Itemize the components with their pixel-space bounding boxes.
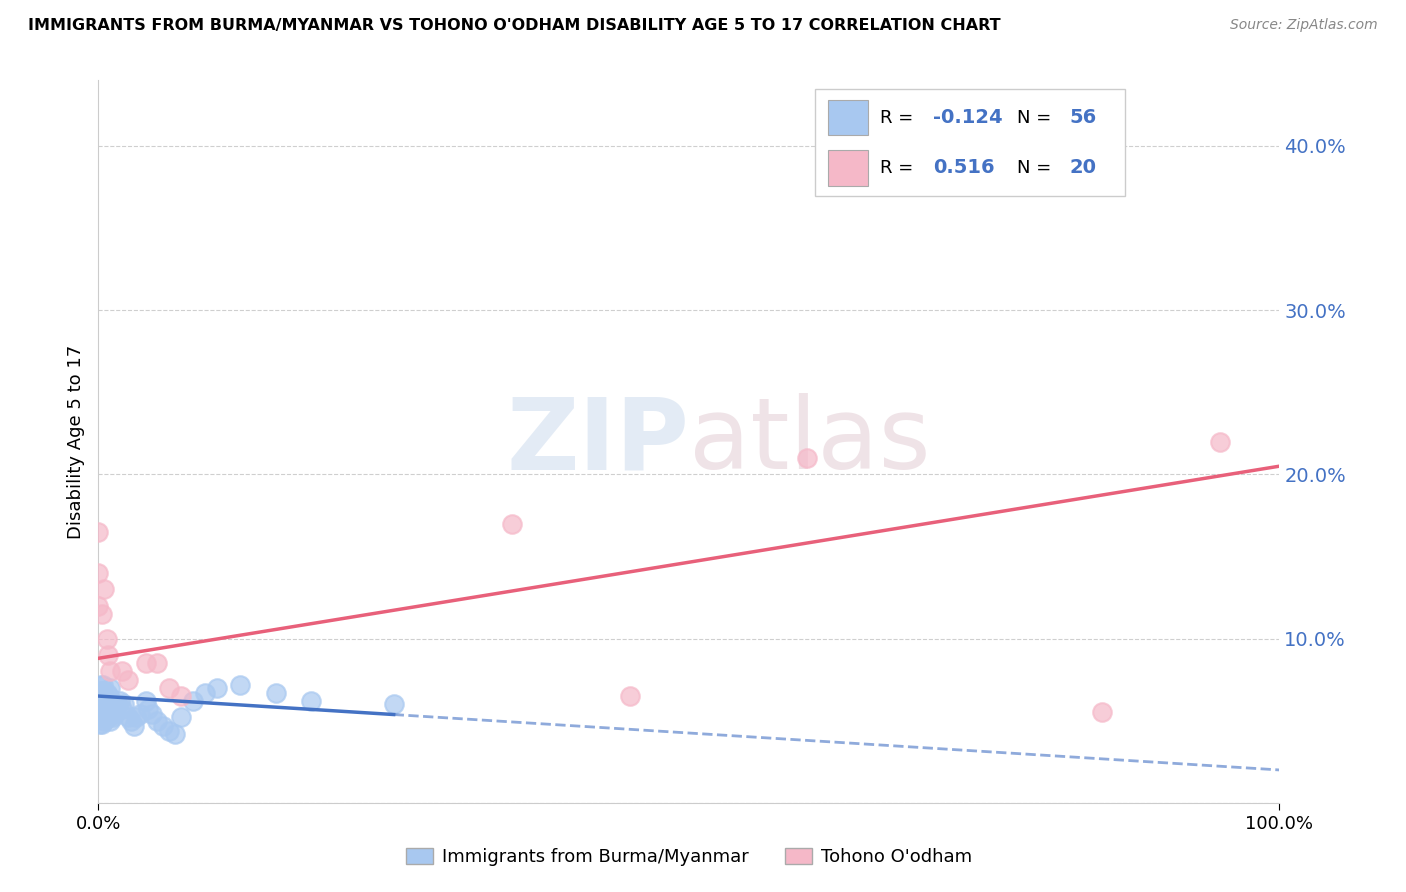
Point [91,677,114,691]
Point [97,694,120,708]
Point [87,566,110,580]
Point [135,694,157,708]
Point [117,710,139,724]
Point [125,710,148,724]
Point [122,718,145,732]
Point [264,686,287,700]
Point [98,706,121,720]
Text: IMMIGRANTS FROM BURMA/MYANMAR VS TOHONO O'ODHAM DISABILITY AGE 5 TO 17 CORRELATI: IMMIGRANTS FROM BURMA/MYANMAR VS TOHONO … [28,18,1001,33]
Point [94,690,117,705]
Point [87,524,110,539]
Point [97,648,120,662]
Point [105,698,128,712]
Point [91,684,114,698]
Point [112,698,135,712]
Point [98,714,121,728]
Point [973,139,995,153]
Text: Source: ZipAtlas.com: Source: ZipAtlas.com [1230,18,1378,32]
Point [108,694,131,708]
Point [98,689,121,703]
FancyBboxPatch shape [828,100,868,136]
Point [89,717,111,731]
Point [96,702,118,716]
Point [146,714,169,728]
Point [100,702,122,716]
FancyBboxPatch shape [815,89,1125,196]
Point [101,710,124,724]
Text: -0.124: -0.124 [934,108,1002,127]
Point [117,673,139,687]
Point [96,632,118,646]
Point [501,516,523,531]
Point [181,694,204,708]
Point [141,707,163,722]
Y-axis label: Disability Age 5 to 17: Disability Age 5 to 17 [66,344,84,539]
Point [93,698,115,712]
Point [165,727,187,741]
Point [91,717,114,731]
Point [111,702,134,716]
Point [96,686,118,700]
Point [93,714,115,728]
Point [136,702,159,716]
Text: R =: R = [880,159,920,177]
Point [98,665,121,679]
Point [170,689,193,703]
Point [205,681,228,695]
Point [619,689,641,703]
Text: N =: N = [1017,159,1056,177]
Point [229,677,252,691]
Point [87,706,110,720]
Point [90,694,112,708]
Point [121,714,143,728]
Text: 56: 56 [1069,108,1097,127]
Text: atlas: atlas [689,393,931,490]
Point [90,677,112,691]
Point [299,694,322,708]
Point [90,710,112,724]
Point [104,704,127,718]
Point [89,684,111,698]
Point [157,723,180,738]
Point [111,665,134,679]
Text: ZIP: ZIP [506,393,689,490]
Point [170,710,193,724]
Text: 0.516: 0.516 [934,159,994,178]
Point [146,657,169,671]
Point [796,450,818,465]
Point [94,707,117,722]
Text: 20: 20 [1069,159,1097,178]
Point [1091,706,1114,720]
Point [87,599,110,613]
Point [98,698,121,712]
Point [157,681,180,695]
Point [97,710,120,724]
Point [128,707,150,722]
Point [91,710,114,724]
FancyBboxPatch shape [828,150,868,186]
Point [1209,434,1232,449]
Text: N =: N = [1017,109,1056,127]
Point [93,582,115,597]
Point [87,689,110,703]
Point [91,607,114,621]
Point [105,700,128,714]
Point [152,718,174,732]
Legend: Immigrants from Burma/Myanmar, Tohono O'odham: Immigrants from Burma/Myanmar, Tohono O'… [399,840,979,873]
Point [91,700,114,714]
Point [194,686,217,700]
Text: R =: R = [880,109,920,127]
Point [103,707,125,722]
Point [135,657,157,671]
Point [98,681,121,695]
Point [382,698,405,712]
Point [91,694,114,708]
Point [89,700,111,714]
